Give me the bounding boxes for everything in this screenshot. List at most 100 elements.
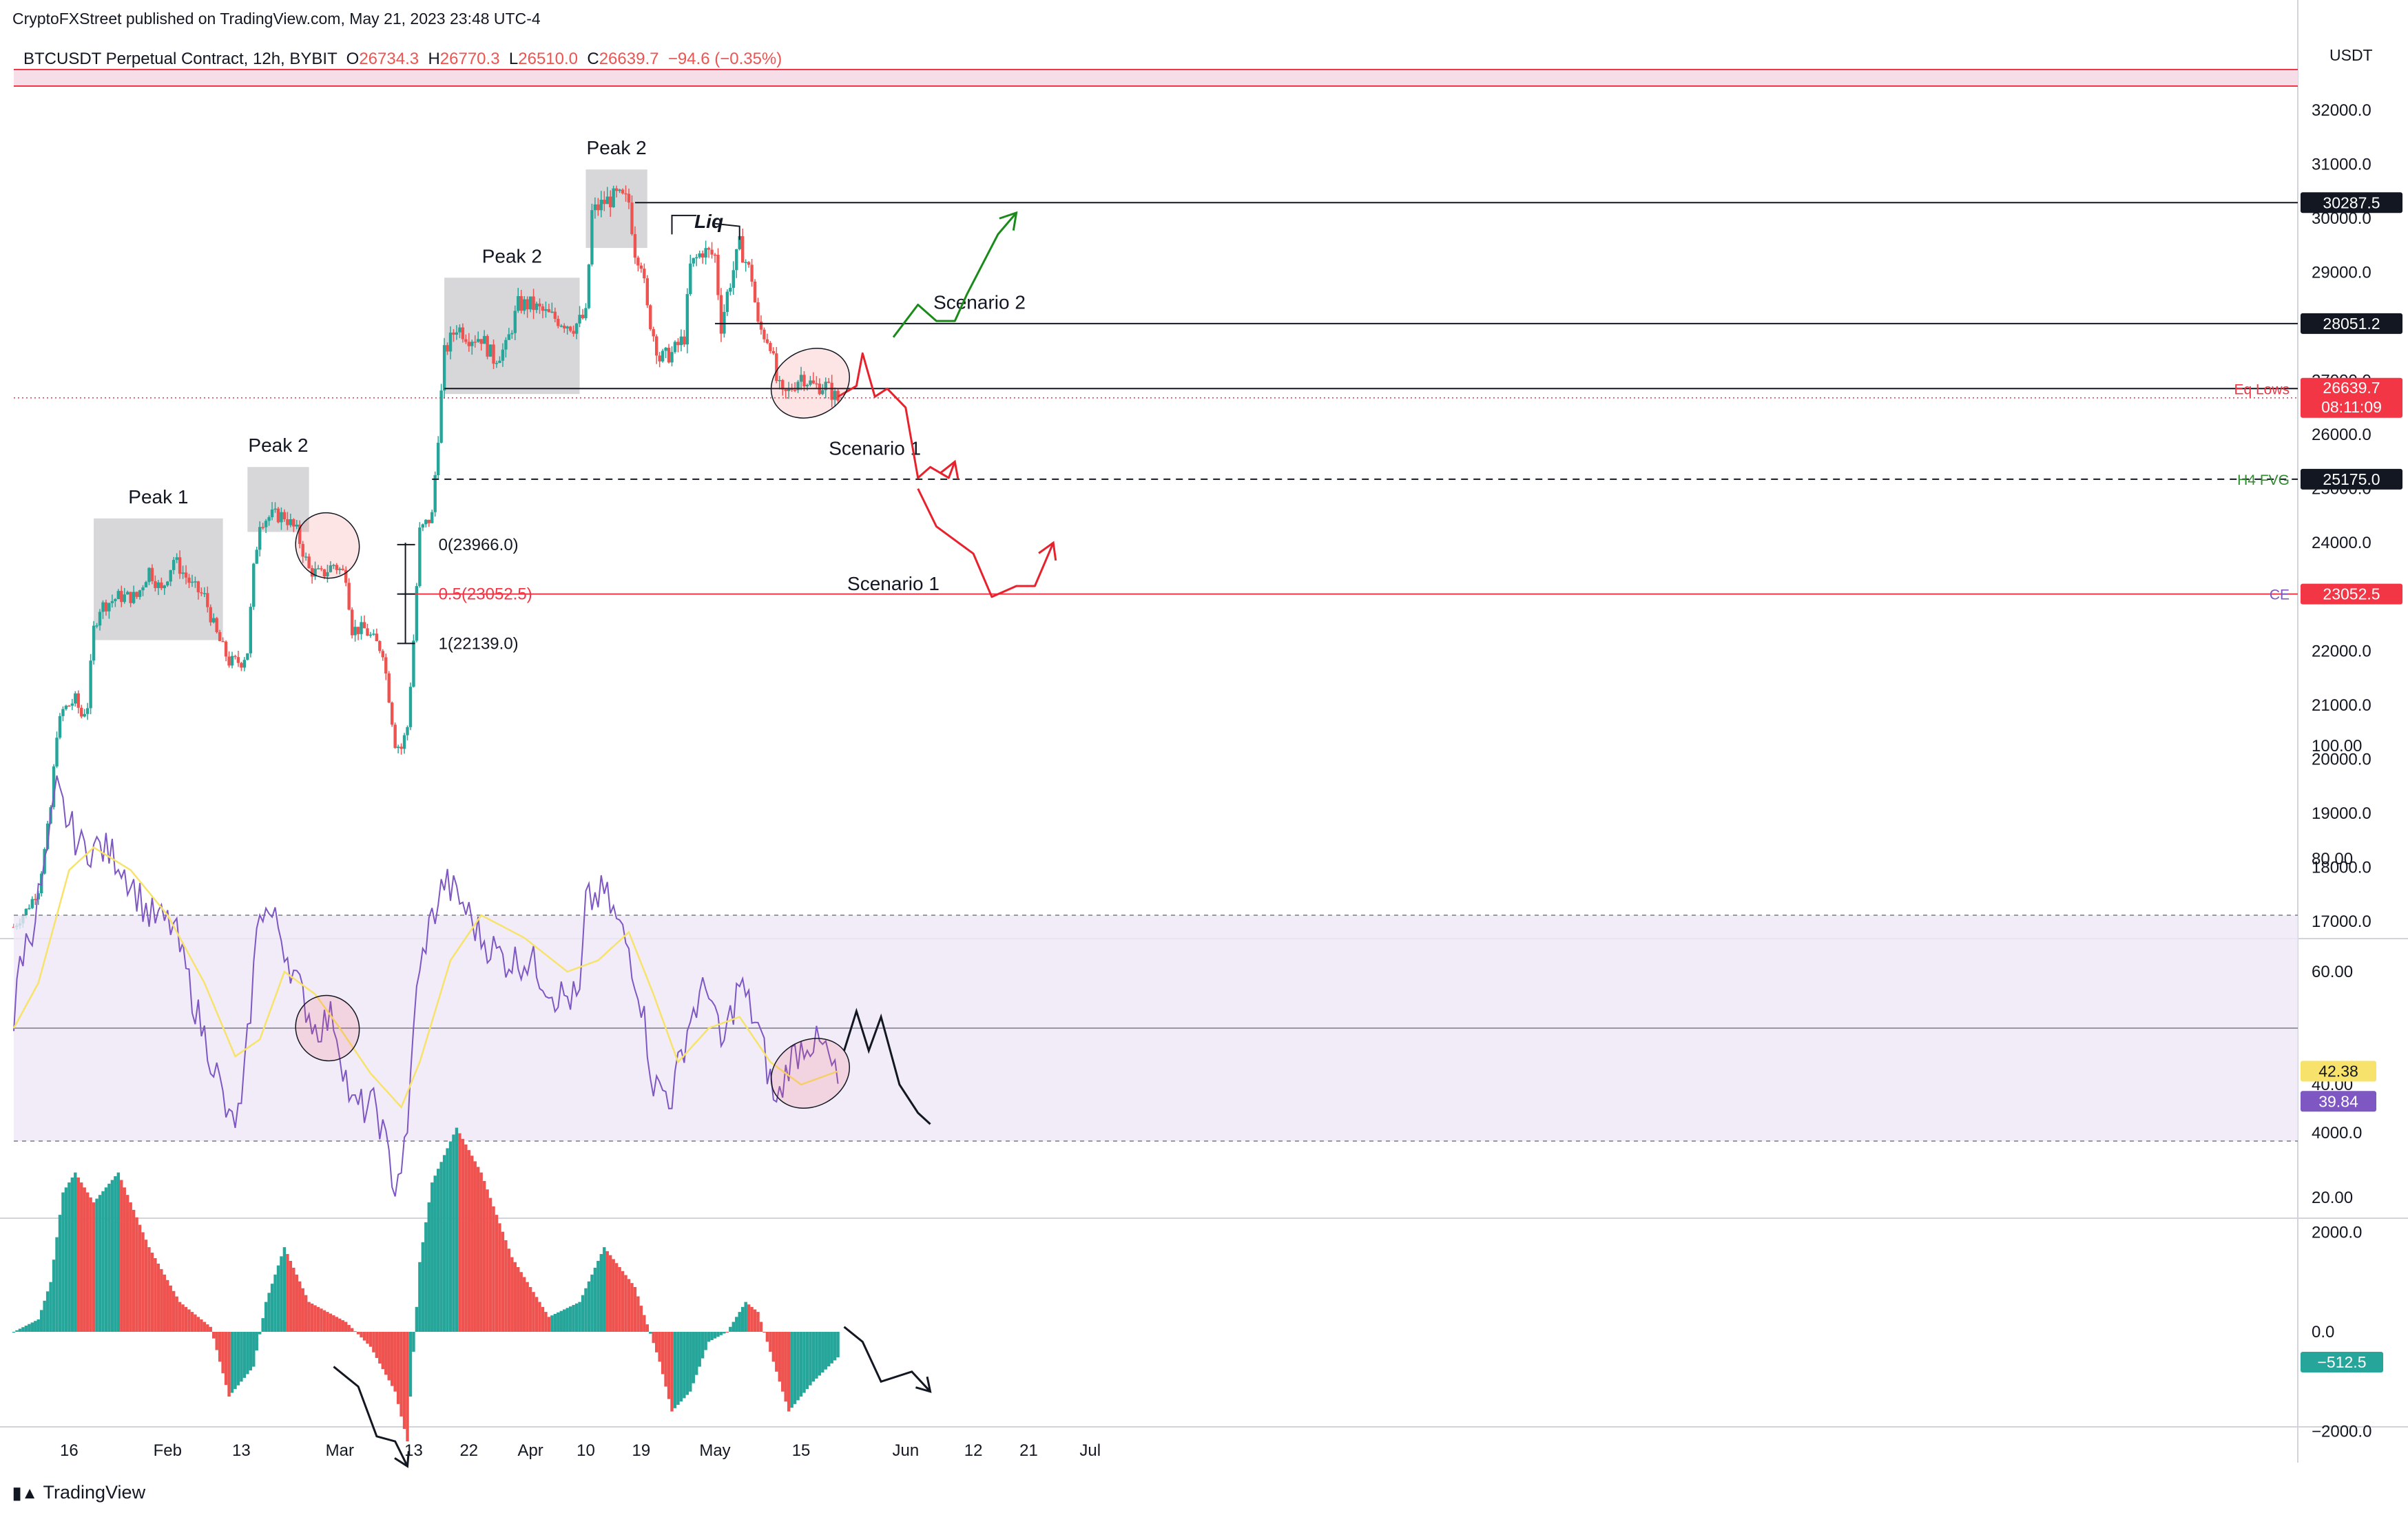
histogram-bar — [320, 1308, 323, 1332]
histogram-bar — [298, 1281, 302, 1332]
high-label: H — [428, 50, 440, 68]
hist-arrowhead — [915, 1376, 932, 1393]
histogram-bar — [252, 1332, 256, 1367]
candle-body — [80, 707, 83, 717]
candle-body — [175, 557, 178, 561]
histogram-bar — [528, 1286, 532, 1332]
candle-body — [568, 326, 572, 331]
candle-body — [329, 565, 333, 572]
hist-tag: −512.5 — [2318, 1353, 2367, 1371]
histogram-bar — [415, 1306, 419, 1332]
candle-body — [574, 323, 579, 334]
candle-body — [765, 339, 769, 343]
histogram-bar — [811, 1332, 816, 1382]
rsi-tick-label: 80.00 — [2312, 850, 2353, 868]
histogram-bar — [446, 1148, 449, 1332]
candle-body — [332, 565, 335, 566]
candle-body — [381, 651, 384, 658]
candle-body — [753, 281, 757, 302]
candle-body — [809, 380, 812, 385]
histogram-bar — [735, 1317, 738, 1332]
candle-body — [369, 634, 373, 636]
histogram-bar — [519, 1272, 523, 1332]
candle-body — [565, 326, 569, 328]
rsi-tick-label: 60.00 — [2312, 963, 2353, 981]
candle-body — [498, 360, 501, 364]
candle-body — [320, 568, 323, 570]
candle-body — [627, 194, 631, 203]
histogram-bar — [550, 1315, 554, 1332]
candle-body — [270, 509, 274, 518]
candle-body — [184, 572, 188, 578]
histogram-bar — [698, 1332, 701, 1367]
candle-body — [316, 568, 320, 570]
histogram-bar — [584, 1288, 588, 1332]
histogram-bar — [18, 1328, 22, 1332]
candle-body — [206, 593, 209, 607]
histogram-bar — [295, 1274, 298, 1332]
histogram-bar — [381, 1332, 384, 1370]
histogram-bar — [116, 1172, 121, 1332]
histogram-bar — [233, 1332, 237, 1390]
histogram-bar — [667, 1332, 671, 1399]
fib-label: 1(22139.0) — [439, 634, 519, 653]
histogram-bar — [406, 1332, 409, 1442]
candle-body — [418, 527, 422, 587]
candle-body — [169, 570, 172, 582]
candle-body — [166, 581, 169, 586]
level-tag-bg — [2301, 313, 2402, 334]
histogram-bar — [172, 1291, 176, 1332]
histogram-bar — [513, 1262, 517, 1332]
rsi-ma-tag: 42.38 — [2318, 1062, 2358, 1080]
candle-body — [827, 382, 831, 383]
histogram-bar — [809, 1332, 812, 1386]
candle-body — [68, 705, 71, 707]
time-tick-label: Jun — [892, 1441, 919, 1460]
candle-body — [34, 899, 37, 901]
candle-body — [461, 327, 465, 339]
histogram-bar — [581, 1295, 585, 1332]
histogram-bar — [790, 1332, 793, 1408]
candle-body — [61, 709, 65, 716]
candle-body — [614, 188, 619, 191]
level-tag-bg — [2301, 192, 2402, 213]
histogram-bar — [64, 1187, 68, 1332]
histogram-bar — [572, 1304, 575, 1332]
rsi-tick-label: 20.00 — [2312, 1189, 2353, 1207]
histogram-bar — [624, 1275, 627, 1332]
histogram-bar — [418, 1262, 422, 1332]
candle-body — [289, 519, 293, 525]
histogram-bar — [658, 1332, 661, 1362]
candle-body — [811, 380, 816, 384]
candle-body — [482, 335, 486, 344]
hist-tick-label: 2000.0 — [2312, 1223, 2362, 1242]
histogram-bar — [166, 1279, 169, 1332]
histogram-bar — [654, 1332, 658, 1352]
histogram-bar — [34, 1321, 37, 1332]
time-tick-label: 10 — [577, 1441, 595, 1460]
histogram-bar — [190, 1312, 194, 1332]
histogram-bar — [544, 1312, 548, 1332]
histogram-bar — [126, 1195, 129, 1332]
histogram-bar — [695, 1332, 698, 1375]
candle-body — [507, 334, 511, 340]
histogram-bar — [421, 1242, 425, 1332]
annotation-label: Liq — [694, 211, 723, 232]
histogram-bar — [104, 1187, 108, 1332]
histogram-bar — [517, 1267, 520, 1332]
annotation-label: Scenario 1 — [847, 573, 940, 594]
histogram-bar — [369, 1332, 373, 1347]
candle-body — [590, 210, 594, 265]
candle-body — [341, 568, 344, 570]
histogram-bar — [664, 1332, 667, 1387]
histogram-bar — [375, 1332, 379, 1358]
candle-body — [698, 253, 701, 258]
price-tick-label: 32000.0 — [2312, 101, 2371, 120]
histogram-bar — [492, 1206, 495, 1332]
histogram-bar — [144, 1240, 148, 1332]
histogram-bar — [621, 1271, 625, 1332]
candle-body — [679, 336, 683, 346]
histogram-bar — [390, 1332, 394, 1386]
histogram-bar — [74, 1172, 77, 1332]
